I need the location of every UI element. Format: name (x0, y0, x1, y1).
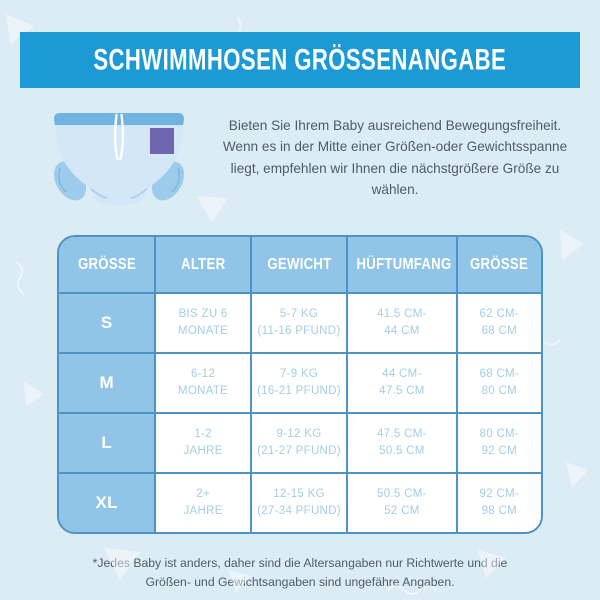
cell-line: (27-34 PFUND) (257, 505, 341, 517)
cell-line: BIS ZU 6 (178, 308, 228, 321)
size-table-container: GRÖSSE ALTER GEWICHT HÜFTUMFANG GRÖSSE S… (57, 235, 543, 534)
cell-line: 92 CM (481, 445, 517, 457)
cell-line: 6-12 (190, 368, 216, 381)
cell-line: 1-2 (194, 428, 212, 441)
cell-line: 68 CM (481, 325, 517, 337)
hip-cell: 41.5 CM- 44 CM (347, 293, 458, 354)
cell-line: 12-15 KG (273, 488, 325, 501)
size-table: GRÖSSE ALTER GEWICHT HÜFTUMFANG GRÖSSE S… (59, 237, 541, 532)
size-label-cell: XL (59, 473, 157, 532)
cell-line: 5-7 KG (279, 308, 319, 321)
size-label-cell: M (59, 353, 157, 414)
cell-line: 80 CM (481, 385, 517, 397)
age-cell: BIS ZU 6 MONATE (155, 293, 252, 354)
size-label-cell: L (59, 413, 157, 474)
cell-line: 47.5 CM- (377, 428, 427, 441)
height-cell: 80 CM- 92 CM (456, 413, 541, 474)
weight-cell: 5-7 KG (11-16 PFUND) (250, 293, 349, 354)
cell-line: (11-16 PFUND) (257, 325, 341, 337)
cell-line: (21-27 PFUND) (257, 445, 341, 457)
column-header-groesse-2: GRÖSSE (456, 237, 541, 294)
column-header-gewicht: GEWICHT (250, 237, 349, 294)
table-row: S BIS ZU 6 MONATE 5-7 KG (11-16 PFUND) 41.5 C… (59, 293, 541, 354)
table-row: M 6-12 MONATE 7-9 KG (16-21 PFUND) 44 CM- 47.5… (59, 353, 541, 414)
cell-line: MONATE (178, 385, 229, 397)
hip-cell: 47.5 CM- 50.5 CM (347, 413, 458, 474)
cell-line: 52 CM (384, 505, 420, 517)
cell-line: L (101, 432, 113, 452)
height-cell: 92 CM- 98 CM (456, 473, 541, 532)
hip-cell: 44 CM- 47.5 CM (347, 353, 458, 414)
size-label-cell: S (59, 293, 157, 354)
footnote-text: *Jedes Baby ist anders, daher sind die A… (92, 556, 508, 589)
cell-line: 50.5 CM (379, 445, 425, 457)
intro-text: Bieten Sie Ihrem Baby ausreichend Bewegu… (222, 117, 568, 197)
size-table-body: S BIS ZU 6 MONATE 5-7 KG (11-16 PFUND) 41.5 C… (59, 293, 541, 532)
cell-line: JAHRE (183, 505, 223, 517)
column-header-groesse: GRÖSSE (59, 237, 157, 294)
cell-line: 80 CM- (479, 428, 520, 441)
cell-line: JAHRE (183, 445, 223, 457)
height-cell: 68 CM- 80 CM (456, 353, 541, 414)
cell-line: S (100, 312, 113, 332)
column-header-hueftumfang: HÜFTUMFANG (347, 237, 458, 294)
age-cell: 6-12 MONATE (155, 353, 252, 414)
cell-line: 50.5 CM- (377, 488, 427, 501)
age-cell: 1-2 JAHRE (155, 413, 252, 474)
cell-line: XL (95, 492, 118, 512)
title-banner: SCHWIMMHOSEN GRÖSSENANGABE (20, 32, 580, 88)
cell-line: 62 CM- (479, 308, 520, 321)
cell-line: 44 CM- (382, 368, 422, 381)
table-row: XL 2+ JAHRE 12-15 KG (27-34 PFUND) 50.5 CM- 52… (59, 473, 541, 532)
weight-cell: 12-15 KG (27-34 PFUND) (250, 473, 349, 532)
cell-line: (16-21 PFUND) (257, 385, 341, 397)
cell-line: 7-9 KG (279, 368, 319, 381)
swim-diaper-illustration (44, 102, 194, 213)
cell-line: 44 CM (384, 325, 420, 337)
cell-line: MONATE (178, 325, 229, 337)
cell-line: 92 CM- (479, 488, 520, 501)
table-header-row: GRÖSSE ALTER GEWICHT HÜFTUMFANG GRÖSSE (59, 237, 541, 294)
cell-line: 47.5 CM (379, 385, 425, 397)
cell-line: 98 CM (481, 505, 517, 517)
cell-line: M (99, 372, 114, 392)
weight-cell: 9-12 KG (21-27 PFUND) (250, 413, 349, 474)
intro-section: Bieten Sie Ihrem Baby ausreichend Bewegu… (0, 102, 600, 213)
height-cell: 62 CM- 68 CM (456, 293, 541, 354)
cell-line: 9-12 KG (276, 428, 322, 441)
hip-cell: 50.5 CM- 52 CM (347, 473, 458, 532)
age-cell: 2+ JAHRE (155, 473, 252, 532)
column-header-alter: ALTER (155, 237, 252, 294)
cell-line: 41.5 CM- (377, 308, 427, 321)
weight-cell: 7-9 KG (16-21 PFUND) (250, 353, 349, 414)
table-row: L 1-2 JAHRE 9-12 KG (21-27 PFUND) 47.5 CM- 50.… (59, 413, 541, 474)
page-title: SCHWIMMHOSEN GRÖSSENANGABE (93, 43, 507, 76)
cell-line: 2+ (196, 488, 210, 501)
cell-line: 68 CM- (479, 368, 520, 381)
